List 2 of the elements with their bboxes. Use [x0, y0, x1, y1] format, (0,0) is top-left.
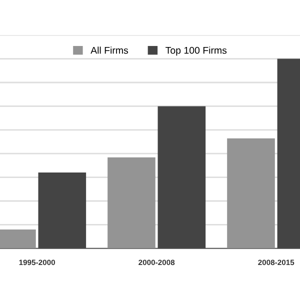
legend-label: Top 100 Firms — [166, 46, 227, 56]
legend-label: All Firms — [90, 46, 128, 54]
